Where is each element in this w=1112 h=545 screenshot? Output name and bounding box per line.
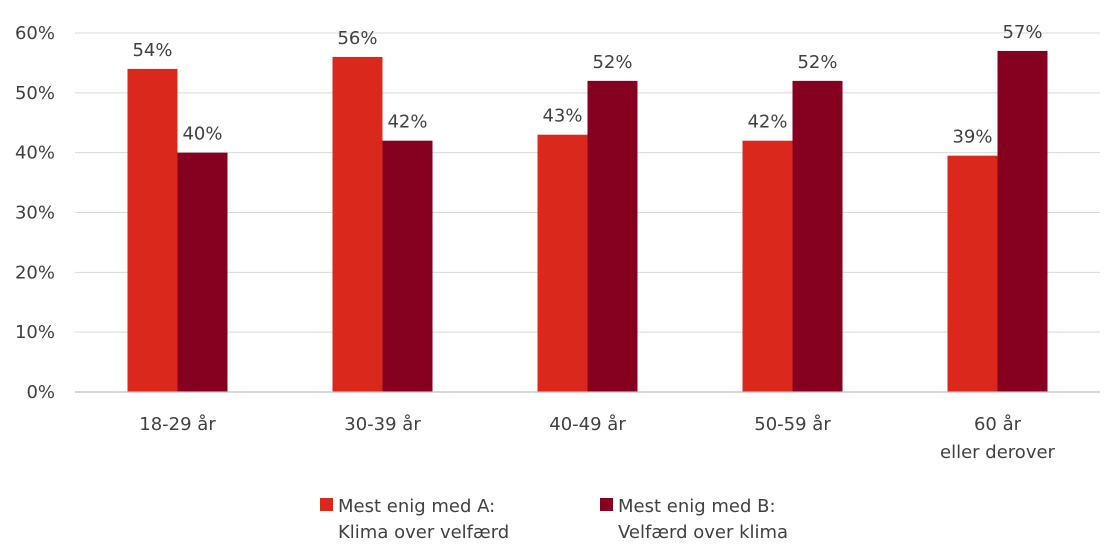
legend-swatch <box>600 498 613 511</box>
data-label-series-2-cat-5: 57% <box>1002 22 1042 43</box>
category-label: 40-49 år <box>549 414 626 435</box>
category-label: eller derover <box>940 442 1056 463</box>
bar-series-1-cat-5 <box>947 155 998 392</box>
legend-label: Klima over velfærd <box>338 522 509 543</box>
y-tick-label: 0% <box>26 382 55 403</box>
data-label-series-2-cat-2: 42% <box>387 112 427 133</box>
legend-label: Mest enig med B: <box>618 496 776 517</box>
legend: Mest enig med A: Klima over velfærd Mest e… <box>320 496 788 543</box>
bar-series-2-cat-4 <box>792 80 843 392</box>
bar-series-1-cat-2 <box>332 56 383 392</box>
y-tick-label: 50% <box>15 83 55 104</box>
y-tick-label: 10% <box>15 322 55 343</box>
y-axis-tick-labels: 0% 10% 20% 30% 40% 50% 60% <box>15 23 55 403</box>
bar-series-2-cat-1 <box>177 152 228 392</box>
data-label-series-1-cat-4: 42% <box>747 112 787 133</box>
bars <box>127 50 1048 393</box>
category-label: 30-39 år <box>344 414 421 435</box>
bar-series-1-cat-1 <box>127 68 178 393</box>
category-label: 50-59 år <box>754 414 831 435</box>
data-label-series-2-cat-1: 40% <box>182 124 222 145</box>
bar-series-2-cat-2 <box>382 140 433 392</box>
bar-series-2-cat-5 <box>997 50 1048 392</box>
data-label-series-2-cat-4: 52% <box>797 52 837 73</box>
data-label-series-1-cat-3: 43% <box>542 106 582 127</box>
y-tick-label: 30% <box>15 203 55 224</box>
data-label-series-1-cat-1: 54% <box>132 40 172 61</box>
bar-series-1-cat-4 <box>742 140 793 392</box>
data-labels: 54% 40% 56% 42% 43% 52% 42% 52% 39% 57% <box>132 22 1042 148</box>
data-label-series-2-cat-3: 52% <box>592 52 632 73</box>
legend-label: Velfærd over klima <box>618 522 788 543</box>
category-label: 60 år <box>974 414 1022 435</box>
category-label: 18-29 år <box>139 414 216 435</box>
y-tick-label: 40% <box>15 143 55 164</box>
data-label-series-1-cat-2: 56% <box>337 28 377 49</box>
y-tick-label: 20% <box>15 262 55 283</box>
y-tick-label: 60% <box>15 23 55 44</box>
bar-series-1-cat-3 <box>537 134 588 392</box>
legend-swatch <box>320 498 333 511</box>
bar-series-2-cat-3 <box>587 80 638 392</box>
legend-label: Mest enig med A: <box>338 496 495 517</box>
data-label-series-1-cat-5: 39% <box>952 127 992 148</box>
x-axis-category-labels: 18-29 år 30-39 år 40-49 år 50-59 år 60 år ell… <box>139 414 1055 463</box>
